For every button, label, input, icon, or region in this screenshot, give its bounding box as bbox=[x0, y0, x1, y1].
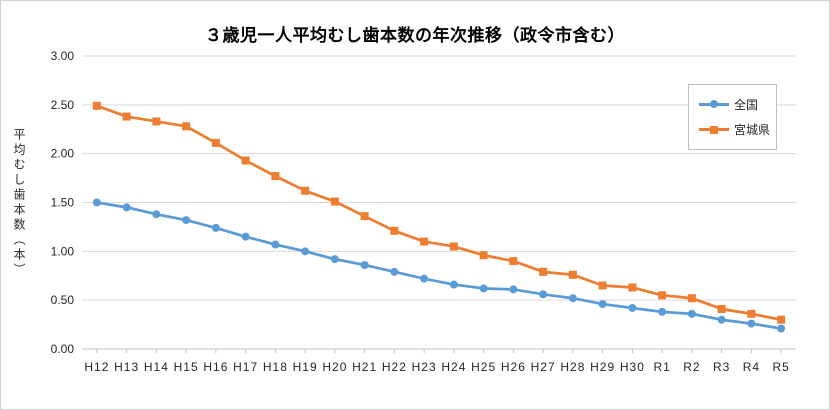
data-point-宮城県 bbox=[509, 257, 518, 266]
data-point-宮城県 bbox=[658, 291, 667, 300]
y-tick-label: 2.00 bbox=[51, 147, 75, 161]
data-point-全国 bbox=[687, 309, 696, 318]
legend-line-sample-miyagi bbox=[699, 125, 729, 134]
y-tick-label: 1.50 bbox=[51, 196, 75, 210]
legend: 全国 宮城県 bbox=[688, 84, 777, 150]
circle-marker-icon bbox=[710, 100, 718, 109]
y-tick-label: 2.50 bbox=[51, 98, 75, 112]
data-point-宮城県 bbox=[241, 156, 250, 165]
data-point-全国 bbox=[568, 294, 577, 303]
data-point-宮城県 bbox=[687, 294, 696, 303]
x-tick-label: H13 bbox=[114, 360, 139, 374]
x-tick-label: H18 bbox=[263, 360, 288, 374]
data-point-宮城県 bbox=[122, 112, 131, 121]
data-point-全国 bbox=[420, 274, 429, 283]
data-point-全国 bbox=[271, 240, 280, 249]
x-tick-label: H24 bbox=[441, 360, 466, 374]
data-point-全国 bbox=[717, 315, 726, 324]
legend-item-miyagi: 宮城県 bbox=[699, 121, 776, 138]
data-point-宮城県 bbox=[92, 101, 101, 110]
data-point-全国 bbox=[301, 247, 310, 256]
data-point-宮城県 bbox=[747, 309, 756, 318]
data-point-宮城県 bbox=[598, 281, 607, 290]
data-point-全国 bbox=[330, 255, 339, 264]
y-axis-title-box: 平均むし歯本数（本） bbox=[11, 56, 28, 349]
y-tick-label: 0.00 bbox=[51, 342, 75, 356]
data-point-全国 bbox=[777, 324, 786, 333]
data-point-宮城県 bbox=[568, 270, 577, 279]
data-point-宮城県 bbox=[539, 267, 548, 276]
legend-line-sample-zenkoku bbox=[699, 100, 729, 109]
data-point-宮城県 bbox=[301, 186, 310, 195]
data-point-全国 bbox=[539, 290, 548, 299]
data-point-全国 bbox=[241, 232, 250, 241]
data-point-全国 bbox=[182, 216, 191, 225]
x-tick-label: H17 bbox=[233, 360, 258, 374]
x-tick-label: R4 bbox=[743, 360, 760, 374]
x-tick-label: H27 bbox=[531, 360, 556, 374]
y-tick-label: 3.00 bbox=[51, 49, 75, 63]
data-point-宮城県 bbox=[449, 242, 458, 251]
x-tick-label: H26 bbox=[501, 360, 526, 374]
series-line-宮城県 bbox=[95, 104, 783, 322]
legend-label-zenkoku: 全国 bbox=[734, 97, 759, 112]
series-line-全国 bbox=[95, 201, 783, 330]
x-tick-label: H22 bbox=[382, 360, 407, 374]
y-tick-label: 0.50 bbox=[51, 293, 75, 307]
data-point-全国 bbox=[360, 261, 369, 270]
data-point-全国 bbox=[598, 300, 607, 309]
data-point-宮城県 bbox=[390, 226, 399, 235]
data-point-宮城県 bbox=[152, 117, 161, 126]
data-point-全国 bbox=[658, 307, 667, 316]
data-point-全国 bbox=[390, 267, 399, 276]
legend-label-miyagi: 宮城県 bbox=[734, 123, 771, 138]
data-point-宮城県 bbox=[777, 315, 786, 324]
x-tick-label: R1 bbox=[653, 360, 670, 374]
x-tick-label: H28 bbox=[560, 360, 585, 374]
data-point-全国 bbox=[479, 284, 488, 293]
data-point-宮城県 bbox=[182, 122, 191, 131]
data-point-宮城県 bbox=[479, 251, 488, 260]
x-tick-label: H12 bbox=[84, 360, 109, 374]
data-point-宮城県 bbox=[420, 237, 429, 246]
data-point-宮城県 bbox=[211, 138, 220, 147]
y-tick-label: 1.00 bbox=[51, 244, 75, 258]
data-point-全国 bbox=[747, 319, 756, 328]
x-tick-label: R2 bbox=[683, 360, 700, 374]
data-point-宮城県 bbox=[360, 212, 369, 221]
data-point-全国 bbox=[449, 280, 458, 289]
x-tick-label: R3 bbox=[713, 360, 730, 374]
x-tick-label: R5 bbox=[772, 360, 789, 374]
data-point-宮城県 bbox=[717, 304, 726, 313]
chart-title: ３歳児一人平均むし歯本数の年次推移（政令市含む） bbox=[205, 26, 625, 45]
x-tick-label: H21 bbox=[352, 360, 377, 374]
square-marker-icon bbox=[710, 125, 718, 134]
data-point-全国 bbox=[122, 203, 131, 212]
x-tick-label: H29 bbox=[590, 360, 615, 374]
x-tick-label: H23 bbox=[412, 360, 437, 374]
data-point-全国 bbox=[152, 210, 161, 219]
x-tick-label: H14 bbox=[144, 360, 169, 374]
data-point-全国 bbox=[509, 285, 518, 294]
data-point-宮城県 bbox=[628, 283, 637, 292]
x-tick-label: H25 bbox=[471, 360, 496, 374]
x-tick-label: H15 bbox=[174, 360, 199, 374]
x-tick-label: H16 bbox=[203, 360, 228, 374]
y-axis-title: 平均むし歯本数（本） bbox=[12, 127, 26, 278]
x-tick-label: H19 bbox=[293, 360, 318, 374]
data-point-全国 bbox=[92, 198, 101, 207]
legend-item-zenkoku: 全国 bbox=[699, 96, 776, 113]
data-point-全国 bbox=[211, 223, 220, 232]
data-point-宮城県 bbox=[330, 197, 339, 206]
data-point-宮城県 bbox=[271, 172, 280, 181]
data-point-全国 bbox=[628, 303, 637, 312]
x-tick-label: H20 bbox=[322, 360, 347, 374]
x-tick-label: H30 bbox=[620, 360, 645, 374]
